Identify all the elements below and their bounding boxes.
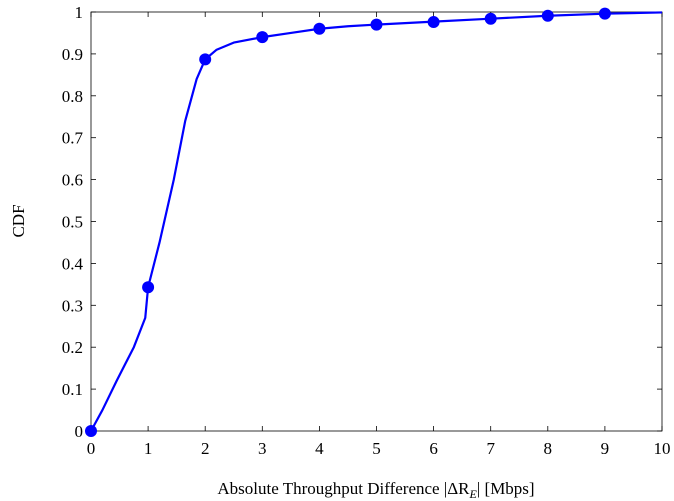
y-tick-label: 0 bbox=[75, 422, 84, 441]
data-point-marker bbox=[313, 22, 326, 35]
y-axis-label: CDF bbox=[9, 204, 28, 237]
data-point-marker bbox=[484, 12, 497, 25]
x-axis-label-main: Absolute Throughput Difference |ΔR bbox=[217, 479, 470, 498]
y-tick-label: 0.7 bbox=[62, 129, 84, 148]
data-point-marker bbox=[85, 425, 97, 437]
x-tick-label: 6 bbox=[429, 439, 438, 458]
y-tick-label: 0.6 bbox=[62, 171, 83, 190]
cdf-line bbox=[90, 11, 663, 432]
y-tick-label: 0.3 bbox=[62, 296, 83, 315]
x-tick-label: 7 bbox=[486, 439, 495, 458]
tick-labels: 0 1 2 3 4 5 6 7 8 9 10 0 0.1 0.2 0.3 0.4 0.5 0.6 0.7 0.8 0.9… bbox=[62, 3, 671, 458]
data-point-marker bbox=[199, 53, 212, 66]
plot-frame bbox=[90, 11, 663, 432]
y-tick-label: 0.9 bbox=[62, 45, 83, 64]
data-point-marker bbox=[370, 18, 383, 31]
x-tick-label: 2 bbox=[201, 439, 210, 458]
x-tick-label: 8 bbox=[544, 439, 553, 458]
x-axis-label: Absolute Throughput Difference |ΔRE| [Mb… bbox=[217, 479, 534, 501]
data-point-marker bbox=[598, 7, 611, 20]
y-tick-label: 0.2 bbox=[62, 338, 83, 357]
y-tick-label: 0.4 bbox=[62, 254, 84, 273]
data-point-marker bbox=[142, 281, 155, 294]
x-tick-label: 1 bbox=[144, 439, 153, 458]
axis-ticks bbox=[90, 11, 663, 432]
x-tick-label: 4 bbox=[315, 439, 324, 458]
x-tick-label: 9 bbox=[601, 439, 610, 458]
y-tick-label: 1 bbox=[75, 3, 84, 22]
data-point-marker bbox=[427, 16, 440, 29]
x-tick-label: 5 bbox=[372, 439, 381, 458]
y-tick-label: 0.1 bbox=[62, 380, 83, 399]
x-axis-label-suffix: | [Mbps] bbox=[477, 479, 535, 498]
y-tick-label: 0.5 bbox=[62, 213, 83, 232]
x-tick-label: 3 bbox=[258, 439, 267, 458]
data-point-marker bbox=[256, 31, 269, 44]
plot-area bbox=[90, 11, 663, 432]
x-tick-label: 10 bbox=[654, 439, 671, 458]
x-axis-label-subscript: E bbox=[469, 487, 478, 501]
y-tick-label: 0.8 bbox=[62, 87, 83, 106]
series-group bbox=[85, 7, 663, 437]
data-point-marker bbox=[541, 9, 554, 22]
x-tick-label: 0 bbox=[87, 439, 96, 458]
